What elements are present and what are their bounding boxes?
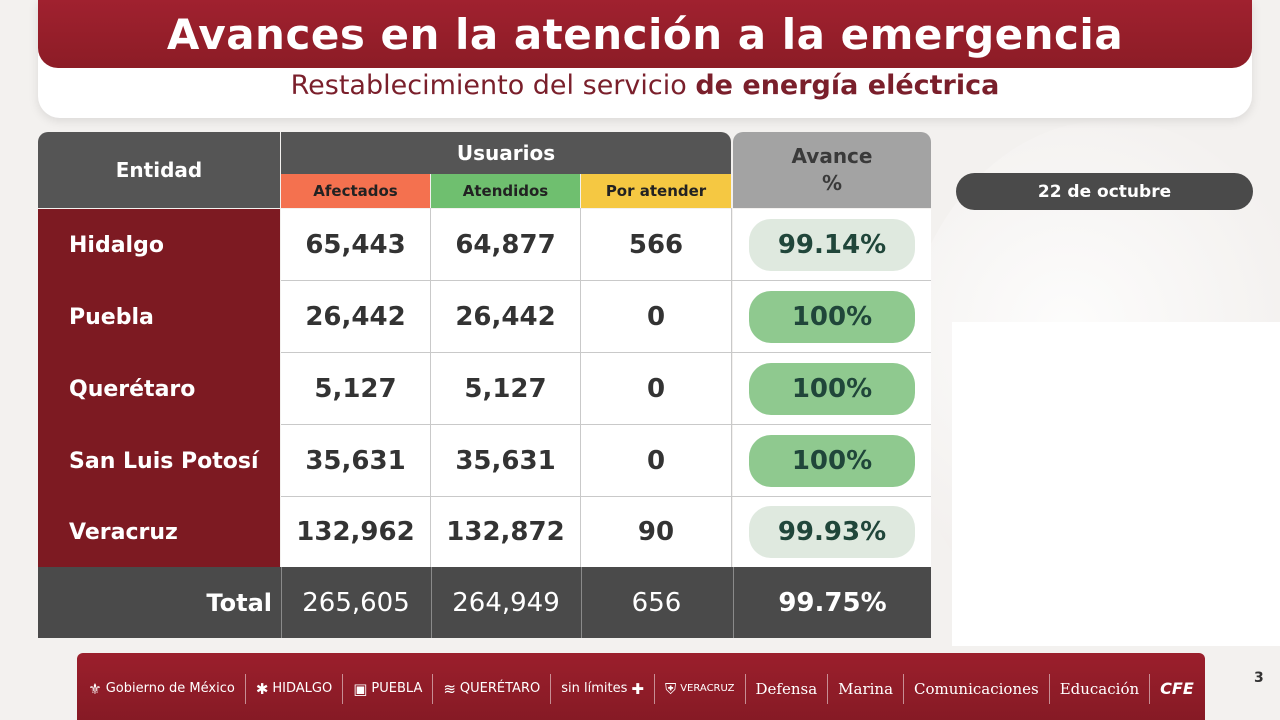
avance-badge: 99.93% (749, 506, 915, 558)
cell-afectados: 132,962 (281, 497, 430, 567)
grid-line (281, 424, 931, 425)
hidalgo-emblem-icon: ✱ (255, 679, 269, 698)
grid-line (281, 496, 931, 497)
grid-line (430, 208, 431, 567)
cell-entidad: San Luis Potosí (38, 425, 280, 497)
cell-por-atender: 0 (581, 353, 731, 425)
cell-entidad: Hidalgo (38, 209, 280, 281)
puebla-emblem-icon: ▣ (353, 679, 368, 698)
marina-logo: Marina (828, 673, 905, 704)
grid-line (281, 352, 931, 353)
educacion-logo: Educación (1050, 673, 1151, 704)
cell-atendidos: 35,631 (431, 425, 580, 497)
grid-line (731, 208, 732, 567)
right-blank-panel (952, 322, 1280, 646)
grid-line (580, 208, 581, 567)
total-avance: 99.75% (733, 567, 931, 638)
cell-atendidos: 26,442 (431, 281, 580, 353)
potosi-logo: sin límites ✚ (551, 673, 655, 704)
eagle-icon: ⚜ (88, 679, 102, 698)
table-row: Puebla 26,442 26,442 0 100% (38, 281, 931, 353)
cell-atendidos: 132,872 (431, 497, 580, 567)
puebla-logo: ▣ PUEBLA (343, 673, 434, 704)
potosi-emblem-icon: ✚ (631, 679, 644, 698)
avance-badge: 100% (749, 435, 915, 487)
page-number: 3 (1254, 670, 1264, 686)
subtitle-regular: Restablecimiento del servicio (290, 70, 687, 101)
cell-afectados: 26,442 (281, 281, 430, 353)
queretaro-logo: ≋ QUERÉTARO (433, 673, 552, 704)
comunicaciones-logo: Comunicaciones (904, 673, 1050, 704)
grid-line (281, 280, 931, 281)
cell-atendidos: 64,877 (431, 209, 580, 281)
table-row: Hidalgo 65,443 64,877 566 99.14% (38, 209, 931, 281)
page-title: Avances en la atención a la emergencia (166, 9, 1124, 59)
cfe-logo: CFE (1160, 679, 1194, 698)
cell-por-atender: 0 (581, 425, 731, 497)
cell-avance: 99.14% (733, 209, 931, 281)
cell-afectados: 5,127 (281, 353, 430, 425)
cell-por-atender: 566 (581, 209, 731, 281)
cell-entidad: Veracruz (38, 497, 280, 567)
footer-logos-bar: ⚜ Gobierno de México ✱ HIDALGO ▣ PUEBLA … (77, 653, 1205, 720)
header-atendidos: Atendidos (431, 174, 580, 208)
queretaro-emblem-icon: ≋ (443, 679, 456, 698)
cell-avance: 100% (733, 425, 931, 497)
cell-avance: 100% (733, 353, 931, 425)
header-entidad: Entidad (38, 132, 280, 208)
page-subtitle: Restablecimiento del servicio de energía… (38, 70, 1252, 101)
energy-table: Entidad Usuarios Afectados Atendidos Por… (38, 132, 931, 638)
cell-avance: 100% (733, 281, 931, 353)
title-bar: Avances en la atención a la emergencia (38, 0, 1252, 68)
total-label: Total (206, 588, 272, 617)
table-row: Veracruz 132,962 132,872 90 99.93% (38, 497, 931, 567)
header-afectados: Afectados (281, 174, 430, 208)
cell-entidad: Puebla (38, 281, 280, 353)
total-row: Total 265,605 264,949 656 99.75% (38, 567, 931, 638)
total-atendidos: 264,949 (431, 567, 580, 638)
header-avance-label: Avance (791, 144, 873, 168)
cell-por-atender: 0 (581, 281, 731, 353)
avance-badge: 100% (749, 291, 915, 343)
total-afectados: 265,605 (281, 567, 430, 638)
cell-afectados: 35,631 (281, 425, 430, 497)
gobierno-de-mexico-logo: ⚜ Gobierno de México (78, 673, 246, 704)
cell-entidad: Querétaro (38, 353, 280, 425)
cell-atendidos: 5,127 (431, 353, 580, 425)
cell-por-atender: 90 (581, 497, 731, 567)
date-badge: 22 de octubre (956, 173, 1253, 210)
avance-badge: 99.14% (749, 219, 915, 271)
hidalgo-logo: ✱ HIDALGO (246, 673, 344, 704)
veracruz-logo: ⛨ VERACRUZ (655, 673, 746, 704)
subtitle-bold: de energía eléctrica (695, 70, 1000, 101)
avance-badge: 100% (749, 363, 915, 415)
header-avance: Avance % (733, 132, 931, 208)
table-row: Querétaro 5,127 5,127 0 100% (38, 353, 931, 425)
header-usuarios: Usuarios (281, 132, 731, 174)
defensa-logo: Defensa (746, 673, 829, 704)
cell-avance: 99.93% (733, 497, 931, 567)
veracruz-shield-icon: ⛨ (664, 679, 677, 698)
total-por-atender: 656 (581, 567, 731, 638)
table-row: San Luis Potosí 35,631 35,631 0 100% (38, 425, 931, 497)
header-por-atender: Por atender (581, 174, 731, 208)
cell-afectados: 65,443 (281, 209, 430, 281)
header-avance-unit: % (821, 171, 843, 195)
